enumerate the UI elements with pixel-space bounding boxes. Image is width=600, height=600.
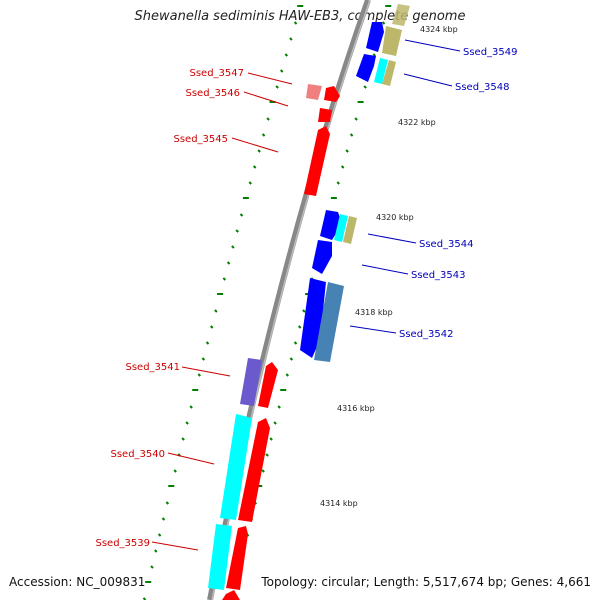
locus-label-ssed-3548[interactable]: Ssed_3548	[455, 82, 510, 93]
kbp-label-4324: 4324 kbp	[420, 25, 458, 34]
gene-ssed-3539-cyan[interactable]	[208, 524, 232, 590]
tick-mark	[222, 277, 227, 281]
left-locus-labels: Ssed_3547 Ssed_3546 Ssed_3545 Ssed_3541 …	[95, 68, 244, 549]
gene-ssed-3541-red[interactable]	[258, 362, 278, 408]
gene-ssed-3546[interactable]	[318, 108, 332, 122]
locus-label-ssed-3542[interactable]: Ssed_3542	[399, 329, 454, 340]
gene-ssed-3540-red[interactable]	[238, 418, 270, 522]
tick-mark	[197, 373, 201, 377]
tick-mark	[257, 149, 261, 153]
locus-label-ssed-3543[interactable]: Ssed_3543	[411, 270, 466, 281]
tick-mark	[157, 533, 162, 537]
locus-label-ssed-3541[interactable]: Ssed_3541	[125, 362, 180, 373]
tick-mark	[261, 133, 266, 137]
tick-mark	[266, 117, 270, 121]
locus-label-ssed-3539[interactable]: Ssed_3539	[95, 538, 150, 549]
tick-mark	[261, 469, 265, 473]
tick-mark	[336, 181, 340, 185]
tick-mark	[235, 229, 239, 233]
tick-mark	[289, 37, 293, 41]
kbp-label-4316: 4316 kbp	[337, 404, 375, 413]
gene-ssed-3543[interactable]	[312, 240, 332, 274]
tick-mark	[293, 21, 298, 25]
gene-khaki-3548[interactable]	[382, 60, 396, 86]
gene-cyan-3548[interactable]	[374, 58, 388, 84]
kbp-label-4322: 4322 kbp	[398, 118, 436, 127]
locus-label-ssed-3545[interactable]: Ssed_3545	[173, 134, 228, 145]
tick-mark	[239, 213, 244, 217]
tick-mark	[293, 341, 298, 345]
tick-mark	[297, 325, 302, 329]
locus-label-ssed-3546[interactable]: Ssed_3546	[185, 88, 240, 99]
tick-mark	[289, 357, 294, 361]
gene-ssed-3544-cyan[interactable]	[334, 214, 348, 242]
tick-marks	[142, 5, 392, 600]
tick-mark	[189, 405, 193, 409]
tick-mark	[372, 53, 377, 57]
gene-ssed-3540-cyan[interactable]	[220, 414, 252, 520]
genome-summary: Topology: circular; Length: 5,517,674 bp…	[261, 575, 591, 589]
tick-mark	[209, 325, 214, 329]
gene-ssed-3542-steel[interactable]	[314, 282, 344, 362]
tick-mark	[273, 421, 277, 425]
locus-label-ssed-3540[interactable]: Ssed_3540	[110, 449, 165, 460]
tick-mark	[363, 85, 367, 89]
tick-mark	[302, 309, 306, 313]
tick-mark	[265, 453, 269, 457]
gene-ssed-3549[interactable]	[366, 22, 384, 52]
tick-mark	[345, 149, 349, 153]
locus-label-ssed-3549[interactable]: Ssed_3549	[463, 47, 518, 58]
tick-mark	[284, 53, 289, 57]
tick-mark	[275, 85, 279, 89]
tick-mark	[181, 437, 185, 441]
tick-mark	[226, 261, 231, 265]
tick-mark	[252, 165, 257, 169]
tick-mark	[381, 21, 386, 25]
gene-ssed-3548[interactable]	[356, 54, 376, 82]
tick-mark	[214, 309, 218, 313]
tick-mark	[280, 69, 284, 73]
tick-mark	[165, 501, 170, 505]
tick-mark	[354, 117, 358, 121]
gene-ssed-3546-top[interactable]	[324, 86, 340, 102]
reverse-strand-genes	[208, 84, 340, 600]
gene-block-khaki-top[interactable]	[382, 26, 402, 56]
genome-title: Shewanella sediminis HAW-EB3, complete g…	[134, 9, 466, 24]
locus-label-ssed-3544[interactable]: Ssed_3544	[419, 239, 474, 250]
gene-ssed-3545[interactable]	[304, 126, 330, 196]
locus-label-ssed-3547[interactable]: Ssed_3547	[189, 68, 244, 79]
tick-mark	[248, 181, 252, 185]
kbp-label-4314: 4314 kbp	[320, 499, 358, 508]
gene-ssed-3539-red[interactable]	[226, 526, 248, 590]
tick-mark	[231, 245, 235, 249]
tick-mark	[154, 549, 158, 553]
accession-label: Accession: NC_009831	[9, 575, 146, 589]
gene-red-bottom[interactable]	[222, 590, 240, 600]
tick-mark	[349, 133, 354, 137]
tick-mark	[285, 373, 289, 377]
kbp-labels: 4324 kbp 4322 kbp 4320 kbp 4318 kbp 4316…	[320, 25, 458, 508]
kbp-label-4320: 4320 kbp	[376, 213, 414, 222]
tick-mark	[340, 165, 345, 169]
right-leader-lines	[349, 39, 461, 334]
kbp-label-4318: 4318 kbp	[355, 308, 393, 317]
tick-mark	[185, 421, 189, 425]
tick-mark	[201, 357, 206, 361]
tick-mark	[150, 565, 154, 569]
gene-ssed-3541-purple[interactable]	[240, 358, 262, 406]
forward-strand-genes	[300, 4, 410, 362]
tick-mark	[269, 437, 273, 441]
gene-ssed-3544-khaki[interactable]	[343, 216, 357, 244]
left-leader-lines	[151, 72, 293, 551]
tick-mark	[173, 469, 177, 473]
tick-mark	[277, 405, 281, 409]
tick-mark	[161, 517, 166, 521]
gene-ssed-3547[interactable]	[306, 84, 322, 100]
tick-mark	[205, 341, 210, 345]
right-locus-labels: Ssed_3549 Ssed_3548 Ssed_3544 Ssed_3543 …	[399, 47, 518, 340]
gene-block-khaki-top2[interactable]	[392, 4, 410, 26]
